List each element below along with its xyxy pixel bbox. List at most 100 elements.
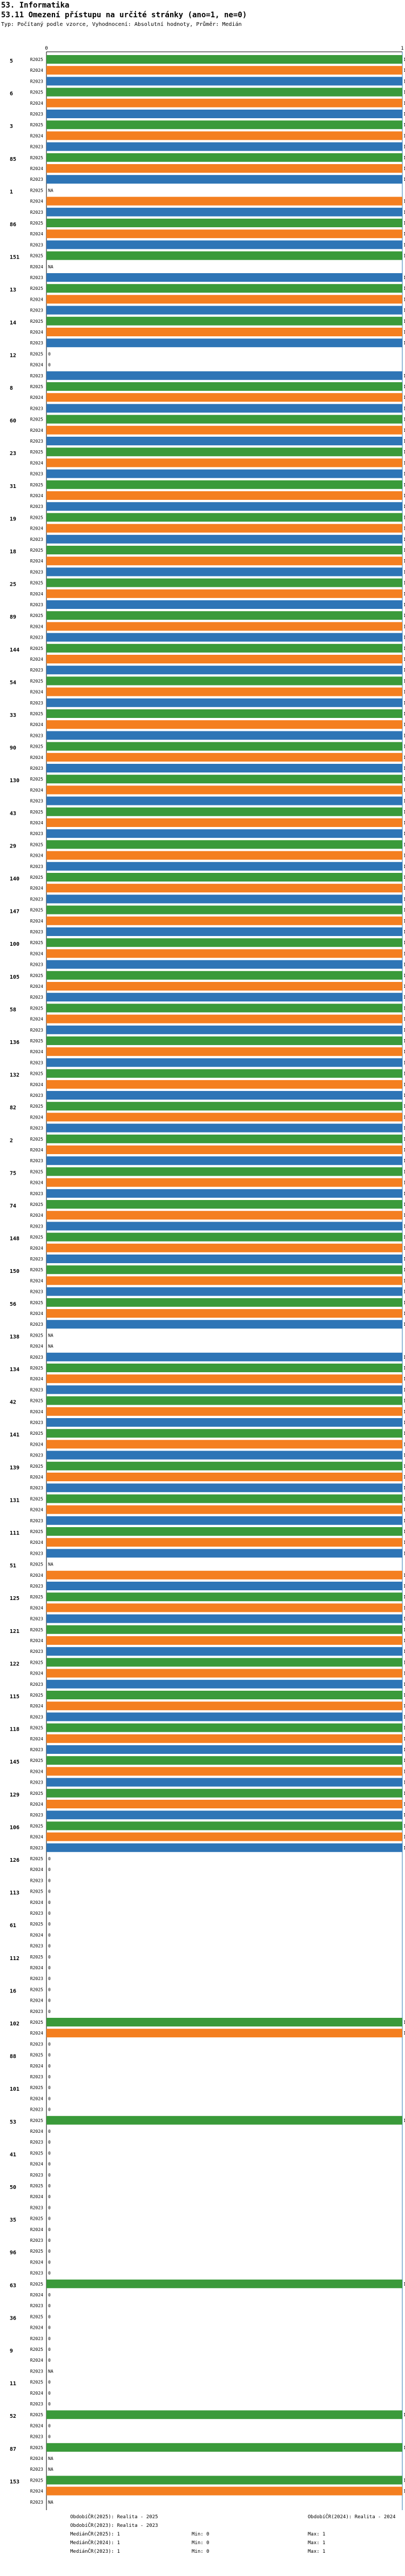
group-label: 53 <box>10 2119 16 2125</box>
bar <box>46 557 402 566</box>
bar <box>46 1483 402 1493</box>
bar-value-label: 0 <box>48 2162 51 2167</box>
group-label: 33 <box>10 713 16 718</box>
series-label: R2023 <box>30 2402 43 2406</box>
bar-value-label: 1 <box>403 1551 405 1556</box>
series-label: R2025 <box>30 1431 43 1436</box>
group-label: 58 <box>10 1007 16 1013</box>
series-label: R2025 <box>30 2118 43 2123</box>
group-label: 130 <box>10 778 19 784</box>
bar-value-label: 1 <box>403 155 405 160</box>
series-label: R2024 <box>30 330 43 335</box>
bar-value-label: NA <box>48 2500 53 2505</box>
series-label: R2024 <box>30 493 43 498</box>
series-label: R2025 <box>30 1889 43 1894</box>
bar-value-label: 1 <box>403 548 405 553</box>
series-label: R2023 <box>30 1519 43 1523</box>
series-label: R2023 <box>30 1649 43 1654</box>
series-label: R2024 <box>30 232 43 236</box>
bar <box>46 1058 402 1067</box>
group-label: 50 <box>10 2185 16 2191</box>
bar-value-label: 1 <box>403 112 405 117</box>
group-label: 74 <box>10 1203 16 1209</box>
bar-value-label: 1 <box>403 2445 405 2450</box>
bar-value-label: 0 <box>48 2184 51 2188</box>
bar-value-label: 0 <box>48 2064 51 2069</box>
bar <box>46 1418 402 1427</box>
series-label: R2025 <box>30 875 43 880</box>
bar-value-label: 1 <box>403 2489 405 2494</box>
series-label: R2024 <box>30 1769 43 1774</box>
bar <box>46 502 402 511</box>
group-label: 118 <box>10 1727 19 1733</box>
series-label: R2024 <box>30 363 43 368</box>
bar-value-label: 1 <box>403 1278 405 1283</box>
bar-value-label: 1 <box>403 1169 405 1174</box>
bar-value-label: 0 <box>48 363 51 368</box>
series-label: R2025 <box>30 2380 43 2385</box>
group-label: 129 <box>10 1792 19 1798</box>
bar <box>46 229 402 239</box>
bar <box>46 1658 402 1667</box>
group-label: 75 <box>10 1170 16 1176</box>
bar-value-label: 1 <box>403 1267 405 1272</box>
bar-value-label: 1 <box>403 2412 405 2417</box>
group-label: 19 <box>10 516 16 522</box>
series-label: R2024 <box>30 1377 43 1381</box>
bar <box>46 1723 402 1732</box>
bar-value-label: 1 <box>403 504 405 509</box>
series-label: R2025 <box>30 646 43 651</box>
bar-value-label: 1 <box>403 341 405 345</box>
bar-value-label: 0 <box>48 2423 51 2428</box>
bar-value-label: 1 <box>403 1508 405 1513</box>
legend-text: MediánČR(2025): 1 <box>70 2532 120 2537</box>
bar-value-label: 0 <box>48 1987 51 1992</box>
bar <box>46 1407 402 1416</box>
bar-value-label: 1 <box>403 755 405 760</box>
series-label: R2023 <box>30 2173 43 2178</box>
series-label: R2025 <box>30 2151 43 2155</box>
series-label: R2024 <box>30 2227 43 2232</box>
bar-value-label: NA <box>48 1344 53 1349</box>
bar-value-label: 0 <box>48 1867 51 1872</box>
bar-value-label: 1 <box>403 1181 405 1185</box>
series-label: R2023 <box>30 341 43 345</box>
bar-value-label: 1 <box>403 1769 405 1774</box>
bar <box>46 1396 402 1405</box>
bar <box>46 448 402 457</box>
bar-value-label: 1 <box>403 1387 405 1392</box>
series-label: R2025 <box>30 744 43 749</box>
series-label: R2023 <box>30 242 43 247</box>
bar-value-label: 0 <box>48 1955 51 1960</box>
series-label: R2025 <box>30 351 43 356</box>
series-label: R2025 <box>30 1922 43 1927</box>
bar-value-label: 1 <box>403 439 405 444</box>
bar-value-label: 1 <box>403 1442 405 1447</box>
bar-value-label: 0 <box>48 2085 51 2090</box>
bar-value-label: 1 <box>403 2282 405 2287</box>
group-label: 106 <box>10 1825 19 1831</box>
bar-value-label: 1 <box>403 177 405 182</box>
series-label: R2024 <box>30 1835 43 1840</box>
series-label: R2024 <box>30 2456 43 2461</box>
bar-value-label: 1 <box>403 123 405 127</box>
bar <box>46 207 402 216</box>
series-label: R2023 <box>30 930 43 934</box>
series-label: R2025 <box>30 417 43 422</box>
series-label: R2025 <box>30 188 43 193</box>
bar-value-label: 1 <box>403 1017 405 1022</box>
series-label: R2023 <box>30 1387 43 1392</box>
series-label: R2025 <box>30 1791 43 1796</box>
bar-value-label: 1 <box>403 592 405 596</box>
series-label: R2024 <box>30 1017 43 1022</box>
bar-value-label: 1 <box>403 374 405 378</box>
bar-value-label: 1 <box>403 1671 405 1676</box>
series-label: R2025 <box>30 57 43 62</box>
bar <box>46 98 402 107</box>
series-label: R2024 <box>30 199 43 204</box>
bar-value-label: 0 <box>48 2336 51 2341</box>
series-label: R2023 <box>30 864 43 869</box>
group-label: 151 <box>10 255 19 261</box>
series-label: R2025 <box>30 1595 43 1599</box>
bar-value-label: 0 <box>48 2326 51 2330</box>
